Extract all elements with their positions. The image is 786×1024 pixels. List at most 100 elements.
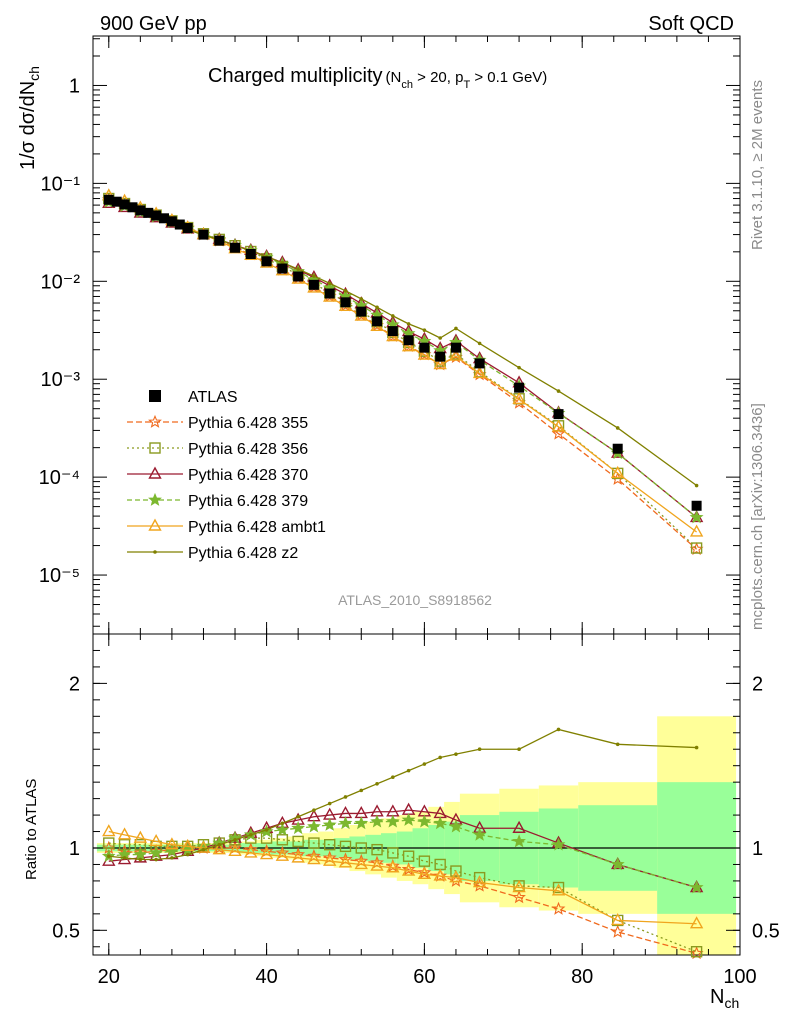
legend-label: Pythia 6.428 355 — [188, 415, 308, 432]
series-356-point — [690, 542, 703, 554]
series-z2-ratio-point — [264, 828, 269, 832]
ratio-tick-label: 0.5 — [52, 920, 80, 942]
series-355-point — [551, 426, 566, 440]
data-point — [435, 351, 446, 362]
x-tick-label: 80 — [571, 966, 593, 988]
plot-title-cut-3: > 0.1 GeV) — [470, 69, 547, 86]
series-ambt1-point — [433, 357, 447, 370]
series-ambt1-ratio-point — [512, 880, 526, 893]
series-379-ratio-point — [291, 820, 306, 835]
series-ambt1-ratio-point — [117, 827, 132, 840]
data-point — [230, 242, 241, 253]
series-379-ratio-point — [472, 827, 487, 841]
series-ambt1-ratio-point — [196, 840, 211, 853]
data-point — [293, 271, 304, 282]
series-ambt1-ratio-point — [354, 857, 368, 870]
series-ambt1-point — [611, 465, 625, 479]
series-z2-ratio-point — [170, 856, 174, 860]
legend: ATLAS Pythia 6.428 355 Pythia 6.428 356 Pyt… — [127, 389, 326, 562]
series-z2-ratio-point — [296, 814, 300, 819]
ratio-tick-label-right: 2 — [752, 673, 763, 695]
series-379-ratio-point — [322, 817, 337, 831]
series-356-ratio-point — [308, 837, 320, 849]
series-356-ratio-point — [418, 855, 431, 867]
y-tick-label: 10⁻¹ — [41, 173, 81, 195]
series-z2-ratio-point — [694, 745, 699, 750]
series-z2-ratio-point — [391, 775, 395, 780]
legend-label-data: ATLAS — [188, 389, 238, 406]
series-z2-ratio-point — [201, 847, 206, 852]
series-355-ratio-point — [338, 852, 353, 866]
series-379-ratio-point — [385, 814, 400, 828]
series-379-ratio-line — [108, 819, 697, 889]
legend-marker-data — [149, 390, 161, 402]
y-tick-label: 10⁻³ — [41, 369, 81, 391]
legend-marker — [148, 466, 162, 479]
series-355-ratio-point — [322, 850, 337, 864]
plot-title-cut-2: > 20, p — [413, 69, 463, 86]
series-z2-ratio-point — [343, 795, 348, 799]
data-point — [127, 202, 138, 213]
series-379-ratio-point — [417, 814, 432, 828]
data-point — [514, 382, 525, 393]
ratio-panel-series — [101, 727, 704, 960]
series-z2-point — [438, 336, 442, 340]
series-ambt1-point — [512, 391, 526, 405]
data-point — [135, 205, 146, 216]
series-ambt1-ratio-point — [401, 863, 416, 876]
series-z2-point — [517, 365, 521, 370]
legend-label: Pythia 6.428 379 — [188, 493, 308, 510]
series-355-ratio-point — [275, 845, 290, 859]
data-point — [450, 342, 461, 353]
series-ambt1-ratio-point — [228, 843, 242, 856]
legend-marker — [148, 492, 162, 506]
series-379-point — [689, 510, 704, 524]
data-point — [387, 326, 398, 337]
series-370-ratio-point — [512, 820, 526, 833]
series-355-ratio-point — [417, 865, 432, 879]
series-z2-point — [406, 322, 411, 326]
series-ambt1-ratio-point — [472, 875, 487, 888]
data-point — [372, 316, 383, 327]
series-379-ratio-point — [401, 812, 416, 826]
ratio-tick-label-right: 0.5 — [752, 920, 780, 942]
ratio-tick-label-right: 1 — [752, 838, 763, 860]
series-z2-point — [694, 483, 699, 488]
data-point — [356, 306, 367, 317]
series-355-point — [689, 542, 704, 556]
series-ambt1-ratio-point — [212, 842, 226, 855]
series-355-ratio-point — [354, 853, 369, 868]
analysis-id: ATLAS_2010_S8918562 — [338, 592, 492, 608]
series-379-ratio-point — [551, 837, 566, 851]
series-ambt1-ratio-point — [102, 824, 116, 837]
series-z2-ratio-point — [615, 742, 620, 747]
series-356-ratio-point — [324, 839, 336, 851]
data-point — [174, 219, 185, 230]
data-point — [111, 196, 122, 207]
series-z2-point — [422, 328, 427, 332]
series-356-ratio-point — [276, 834, 289, 846]
legend-marker — [148, 414, 162, 428]
series-356-ratio-point — [387, 847, 399, 859]
legend-label: Pythia 6.428 ambt1 — [188, 519, 326, 536]
series-356-ratio-point — [339, 840, 352, 853]
series-z2-ratio-point — [280, 821, 285, 826]
series-ambt1-ratio-point — [338, 855, 353, 868]
legend-label: Pythia 6.428 370 — [188, 467, 308, 484]
data-point — [151, 210, 162, 221]
data-point — [103, 194, 114, 205]
data-point — [419, 342, 430, 353]
header-category: Soft QCD — [648, 13, 734, 35]
series-z2-ratio-point — [185, 852, 190, 857]
series-z2-ratio-point — [233, 837, 237, 842]
series-379-ratio-point — [133, 847, 148, 861]
ratio-tick-label: 1 — [69, 838, 80, 860]
data-point — [403, 335, 414, 346]
y-tick-label: 10⁻⁵ — [39, 565, 80, 587]
series-379-ratio-point — [370, 814, 384, 828]
y-axis-label-sub: ch — [26, 66, 42, 81]
series-z2-ratio-point — [217, 842, 222, 847]
mcplots-label: mcplots.cern.ch [arXiv:1306.3436] — [749, 403, 766, 630]
series-z2-point — [312, 274, 316, 278]
